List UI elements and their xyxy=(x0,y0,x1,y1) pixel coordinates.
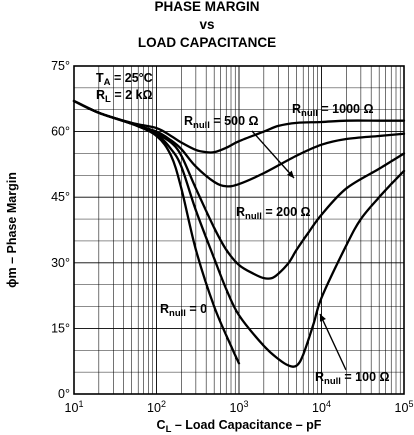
series-label-1: Rnull = 100 Ω xyxy=(315,370,390,387)
series-label-0: Rnull = 0 xyxy=(160,302,207,319)
condition-label: TA = 25°C xyxy=(96,71,153,88)
leader-100-head xyxy=(319,314,326,322)
series-line-3 xyxy=(72,99,406,188)
y-axis-label: ϕm – Phase Margin xyxy=(5,172,19,288)
leader-100 xyxy=(319,313,347,371)
series-label-4: Rnull = 1000 Ω xyxy=(292,102,373,119)
y-tick-label: 45° xyxy=(51,190,70,204)
series-label-3: Rnull = 500 Ω xyxy=(184,114,259,131)
chart-title-line-2: vs xyxy=(199,17,215,32)
series-line-2 xyxy=(72,99,406,280)
condition-label: RL = 2 kΩ xyxy=(96,88,153,105)
x-axis-label: CL – Load Capacitance – pF xyxy=(157,418,322,435)
grid xyxy=(73,65,405,395)
curves xyxy=(72,99,406,368)
series-line-4 xyxy=(72,99,406,154)
x-tick-label: 101 xyxy=(65,399,84,415)
plot-frame xyxy=(73,65,405,395)
chart-title-line-3: LOAD CAPACITANCE xyxy=(137,35,277,50)
y-tick-label: 75° xyxy=(51,59,70,73)
x-tick-label: 104 xyxy=(312,399,331,415)
y-tick-label: 30° xyxy=(51,256,70,270)
leader-500-head xyxy=(286,170,294,178)
y-tick-label: 0° xyxy=(58,387,70,401)
tick-labels: 0° 15° 30° 45° 60° 75° 101 102 103 104 105 CL – Loa… xyxy=(5,59,413,435)
x-tick-label: 105 xyxy=(395,399,414,415)
series-line-1 xyxy=(72,99,406,368)
series-label-2: Rnull = 200 Ω xyxy=(236,205,311,222)
chart-title-line-1: PHASE MARGIN xyxy=(154,0,260,14)
y-tick-label: 60° xyxy=(51,125,70,139)
y-tick-label: 15° xyxy=(51,321,70,335)
annotations: TA = 25°CRL = 2 kΩ Rnull = 0 Rnull = 100 Ω… xyxy=(96,71,390,387)
leader-500 xyxy=(251,130,295,179)
x-tick-label: 103 xyxy=(230,399,249,415)
x-tick-label: 102 xyxy=(147,399,166,415)
